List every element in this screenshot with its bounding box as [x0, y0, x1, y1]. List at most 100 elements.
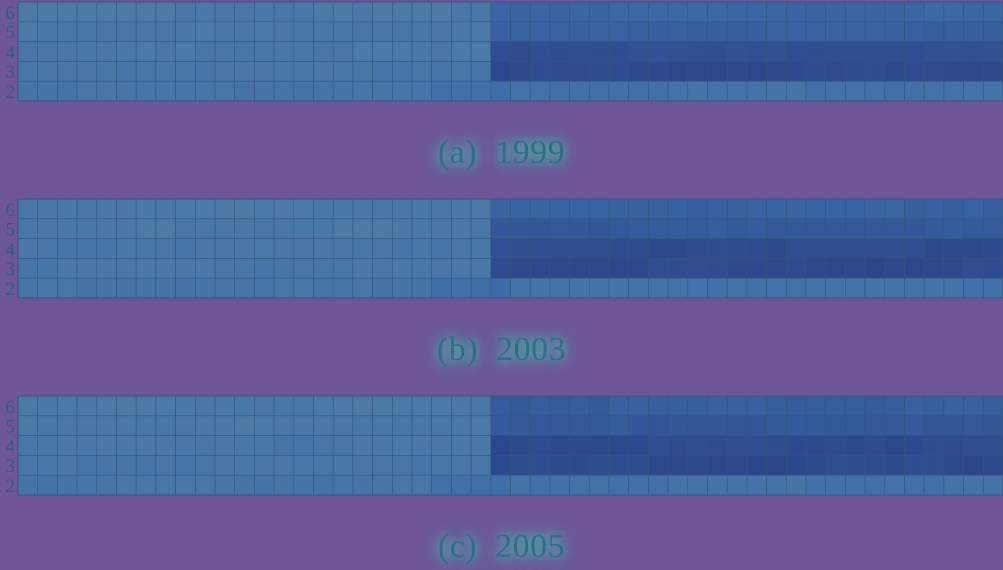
heatmap-cell [982, 455, 1003, 476]
heatmap-cell [864, 21, 886, 42]
heatmap-cell [628, 258, 649, 279]
heatmap-cell [254, 474, 275, 496]
heatmap-cell [864, 238, 886, 259]
heatmap-cell [628, 21, 649, 42]
heatmap-cell [135, 395, 157, 417]
heatmap-cell [431, 258, 452, 279]
heatmap-cell [982, 218, 1003, 239]
heatmap-cell [411, 80, 433, 102]
heatmap-cell [923, 238, 945, 259]
heatmap-cell [391, 41, 413, 62]
heatmap-cell [17, 238, 39, 259]
heatmap-cell [96, 258, 117, 279]
heatmap-cell [17, 21, 39, 42]
heatmap-cell [588, 415, 610, 436]
heatmap-cell [904, 277, 925, 299]
heatmap-cell [254, 1, 275, 23]
heatmap-cell [116, 21, 137, 42]
heatmap-cell [116, 395, 137, 417]
heatmap-cell [313, 258, 334, 279]
heatmap-cell [766, 238, 787, 259]
heatmap-cell [746, 415, 767, 436]
heatmap-cell [411, 41, 433, 62]
heatmap-cell [391, 21, 413, 42]
heatmap-cell [904, 80, 925, 102]
heatmap-cell [529, 41, 551, 62]
heatmap-cell [529, 474, 551, 496]
heatmap-cell [707, 1, 728, 23]
heatmap-cell [96, 1, 117, 23]
heatmap-cell [923, 474, 945, 496]
heatmap-cell [234, 21, 255, 42]
heatmap-cell [135, 258, 157, 279]
heatmap-cell [57, 80, 78, 102]
heatmap-cell [116, 277, 137, 299]
heatmap-cell [175, 238, 196, 259]
heatmap-cell [135, 435, 157, 456]
heatmap-cell [707, 395, 728, 417]
y-tick-label: 4 [6, 436, 16, 457]
heatmap-cell [845, 238, 866, 259]
heatmap-cell [391, 415, 413, 436]
heatmap-cell [608, 61, 630, 82]
heatmap-cell [785, 80, 807, 102]
heatmap-cell [37, 258, 58, 279]
heatmap-cell [372, 1, 393, 23]
heatmap-cell [332, 277, 354, 299]
heatmap-cell [175, 198, 196, 220]
heatmap-cell [726, 198, 748, 220]
heatmap-cell [982, 61, 1003, 82]
heatmap-cell [431, 415, 452, 436]
heatmap-cell [785, 258, 807, 279]
heatmap-cell [648, 474, 669, 496]
heatmap-cell [510, 435, 531, 456]
heatmap-cell [766, 1, 787, 23]
heatmap-cell [569, 238, 590, 259]
heatmap-cell [943, 258, 964, 279]
heatmap-cell [37, 474, 58, 496]
heatmap-cell [293, 41, 314, 62]
heatmap-cell [588, 218, 610, 239]
heatmap-cell [470, 435, 492, 456]
heatmap-cell [549, 1, 570, 23]
heatmap-cell [529, 435, 551, 456]
heatmap-cell [510, 238, 531, 259]
y-tick-label: 5 [6, 417, 16, 438]
heatmap-cell [155, 415, 176, 436]
heatmap-cell [273, 80, 295, 102]
heatmap-cell [57, 61, 78, 82]
y-tick-label: 6 [6, 3, 16, 24]
heatmap-cell [648, 1, 669, 23]
heatmap-cell [845, 415, 866, 436]
heatmap-cell [431, 455, 452, 476]
heatmap-cell [313, 395, 334, 417]
heatmap-cell [490, 258, 511, 279]
heatmap-cell [687, 474, 708, 496]
heatmap-cell [135, 218, 157, 239]
heatmap-cell [57, 238, 78, 259]
heatmap-cell [884, 258, 905, 279]
heatmap-cell [313, 415, 334, 436]
heatmap-cell [667, 395, 689, 417]
heatmap-cell [451, 80, 472, 102]
heatmap-cell [963, 1, 984, 23]
heatmap-cell [195, 1, 216, 23]
heatmap-cell [332, 1, 354, 23]
heatmap-cell [234, 61, 255, 82]
heatmap-cell [96, 198, 117, 220]
heatmap-cell [175, 1, 196, 23]
heatmap-cell [667, 1, 689, 23]
heatmap-cell [214, 218, 236, 239]
heatmap-cell [785, 238, 807, 259]
heatmap-cell [864, 41, 886, 62]
heatmap-cell [569, 80, 590, 102]
heatmap-cell [845, 61, 866, 82]
heatmap-cell [490, 238, 511, 259]
heatmap-cell [785, 61, 807, 82]
heatmap-cell [96, 218, 117, 239]
heatmap-cell [76, 277, 98, 299]
heatmap-cell [845, 21, 866, 42]
heatmap-cell [726, 415, 748, 436]
heatmap-cell [884, 277, 905, 299]
